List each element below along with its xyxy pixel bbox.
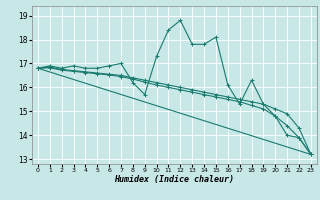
X-axis label: Humidex (Indice chaleur): Humidex (Indice chaleur): [115, 175, 234, 184]
